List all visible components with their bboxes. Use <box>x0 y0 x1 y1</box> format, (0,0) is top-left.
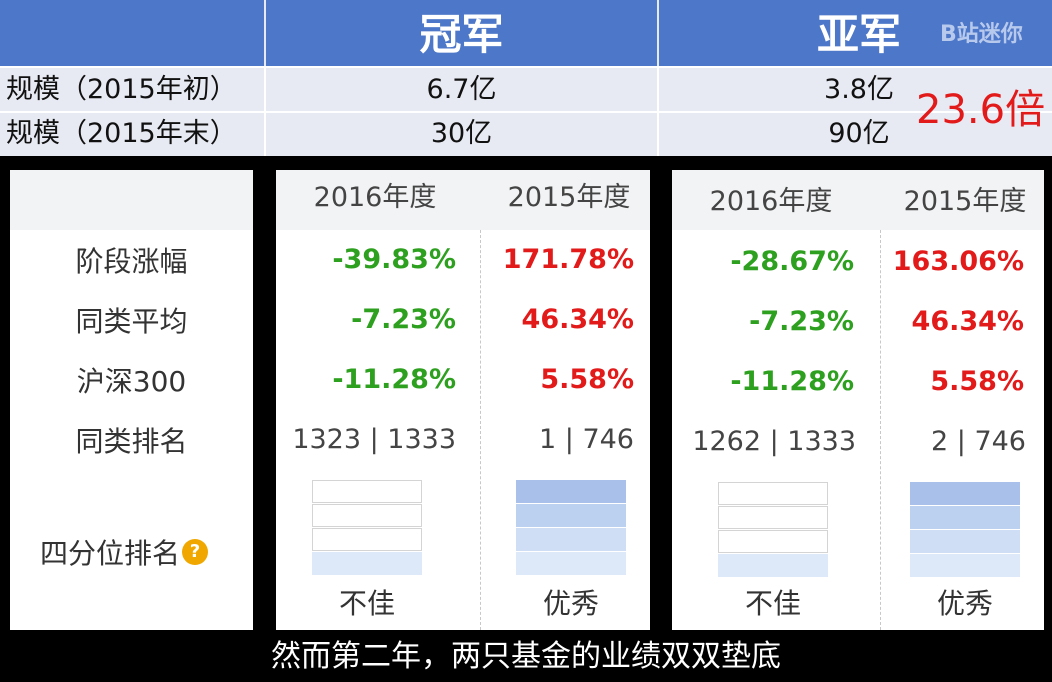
row-label-csi300: 沪深300 <box>76 365 187 398</box>
header-runner-up: 亚军 <box>816 10 901 59</box>
champion-value: 30亿 <box>430 118 493 149</box>
panel-header <box>276 170 650 230</box>
quartile-bar-2016 <box>312 480 422 576</box>
quartile-segment <box>312 504 422 527</box>
column-divider <box>264 66 266 156</box>
quartile-segment-filled <box>516 480 626 503</box>
peer-average-2015: 46.34% <box>521 304 634 335</box>
row-label-peer-average: 同类平均 <box>75 305 188 338</box>
quartile-segment <box>718 482 828 505</box>
quartile-label-2015: 优秀 <box>936 587 993 620</box>
header-runner-up-cell <box>659 0 1052 66</box>
peer-rank-2016: 1323 | 1333 <box>292 424 456 455</box>
column-divider <box>880 230 881 630</box>
runner-up-value: 3.8亿 <box>824 74 894 105</box>
row-label-peer-rank: 同类排名 <box>75 425 188 458</box>
year-header-2016: 2016年度 <box>709 186 833 217</box>
quartile-rank-text: 四分位排名 <box>40 537 181 570</box>
runner-up-performance-panel: 2016年度 2015年度 -28.67% 163.06% -7.23% 46.… <box>672 170 1044 630</box>
champion-value: 6.7亿 <box>426 74 497 105</box>
champion-performance-panel: 2016年度 2015年度 -39.83% 171.78% -7.23% 46.… <box>276 170 650 630</box>
peer-rank-2015: 2 | 746 <box>931 426 1026 457</box>
quartile-segment-filled <box>910 506 1020 529</box>
quartile-segment-filled <box>910 482 1020 505</box>
row-label-period-return: 阶段涨幅 <box>75 245 188 278</box>
row-label: 规模（2015年初） <box>6 74 237 105</box>
year-header-2015: 2015年度 <box>903 186 1027 217</box>
quartile-segment-filled <box>910 530 1020 553</box>
csi300-2015: 5.58% <box>930 366 1024 397</box>
fund-size-table: 冠军 亚军 B站迷你 规模（2015年初） 6.7亿 3.8亿 规模（2015年… <box>0 0 1052 156</box>
quartile-segment-filled <box>910 554 1020 577</box>
video-subtitle: 然而第二年，两只基金的业绩双双垫底 <box>271 639 781 674</box>
watermark-text: B站迷你 <box>940 22 1023 47</box>
csi300-2015: 5.58% <box>540 364 634 395</box>
peer-average-2016: -7.23% <box>749 306 854 337</box>
row-divider <box>0 66 1052 68</box>
quartile-bar-2015 <box>516 480 626 576</box>
header-champion-cell <box>266 0 657 66</box>
csi300-2016: -11.28% <box>332 364 456 395</box>
quartile-label-2016: 不佳 <box>338 587 395 620</box>
runner-up-value: 90亿 <box>828 118 890 149</box>
column-divider <box>480 230 481 630</box>
size-ratio-annotation: 23.6倍 <box>916 87 1046 133</box>
quartile-segment-filled <box>718 554 828 577</box>
column-divider <box>657 66 659 156</box>
table-row: 规模（2015年初） 6.7亿 3.8亿 <box>0 68 1052 112</box>
quartile-label-2016: 不佳 <box>744 587 801 620</box>
row-label: 规模（2015年末） <box>6 118 237 149</box>
quartile-segment <box>718 506 828 529</box>
table-row: 规模（2015年末） 30亿 90亿 <box>0 112 1052 156</box>
panel-header <box>672 170 1044 230</box>
year-header-2015: 2015年度 <box>507 182 631 213</box>
csi300-2016: -11.28% <box>730 366 854 397</box>
return-2015: 163.06% <box>892 246 1024 277</box>
row-divider <box>0 111 1052 113</box>
quartile-label-2015: 优秀 <box>542 587 599 620</box>
quartile-segment <box>718 530 828 553</box>
quartile-segment-filled <box>516 528 626 551</box>
return-2016: -39.83% <box>332 244 456 275</box>
peer-rank-2016: 1262 | 1333 <box>692 426 856 457</box>
peer-average-2015: 46.34% <box>911 306 1024 337</box>
quartile-bar-2015 <box>910 482 1020 578</box>
peer-rank-2015: 1 | 746 <box>539 424 634 455</box>
quartile-segment <box>312 528 422 551</box>
peer-average-2016: -7.23% <box>351 304 456 335</box>
quartile-segment <box>312 480 422 503</box>
header-blank-cell <box>0 0 264 66</box>
row-label-panel: 阶段涨幅 同类平均 沪深300 同类排名 四分位排名? <box>10 170 253 630</box>
quartile-bar-2016 <box>718 482 828 578</box>
quartile-segment-filled <box>312 552 422 575</box>
question-circle-icon[interactable]: ? <box>182 539 209 565</box>
header-champion: 冠军 <box>419 10 504 59</box>
return-2015: 171.78% <box>502 244 634 275</box>
label-panel-header <box>10 170 253 230</box>
quartile-segment-filled <box>516 504 626 527</box>
row-label-quartile-rank: 四分位排名? <box>40 534 209 574</box>
quartile-segment-filled <box>516 552 626 575</box>
return-2016: -28.67% <box>730 246 854 277</box>
year-header-2016: 2016年度 <box>313 182 437 213</box>
